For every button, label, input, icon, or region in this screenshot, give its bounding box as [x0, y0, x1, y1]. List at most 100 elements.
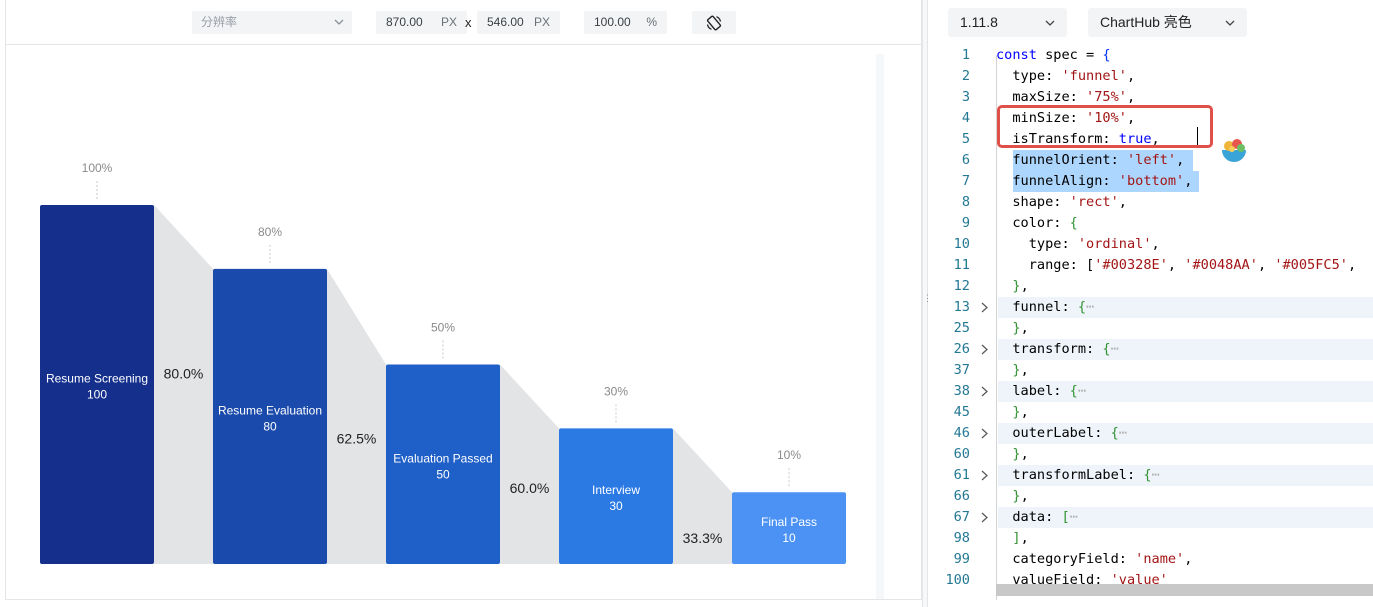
code-line[interactable]: 37 }, — [928, 360, 1373, 381]
transform-label: 62.5% — [337, 430, 377, 446]
drag-handle-icon: ⋮ — [923, 293, 932, 303]
code-text: isTransform: true, — [996, 131, 1160, 147]
funnel-category-label: Resume Screening — [46, 372, 148, 386]
resolution-placeholder: 分辨率 — [201, 15, 238, 29]
code-line[interactable]: 11 range: ['#00328E', '#0048AA', '#005FC… — [928, 255, 1373, 276]
code-text: shape: 'rect', — [996, 194, 1127, 210]
editor-horizontal-scrollbar[interactable] — [996, 584, 1373, 596]
chevron-down-icon — [1045, 20, 1055, 26]
funnel-value-label: 80 — [263, 419, 277, 433]
line-number: 13 — [953, 299, 970, 315]
code-text: color: { — [996, 215, 1078, 231]
code-text: label: {⋯ — [996, 383, 1087, 399]
funnel-category-label: Final Pass — [761, 515, 817, 529]
code-line[interactable]: 6 funnelOrient: 'left', — [928, 150, 1373, 171]
code-line[interactable]: 46 outerLabel: {⋯ — [928, 423, 1373, 444]
code-line[interactable]: 25 }, — [928, 318, 1373, 339]
code-line[interactable]: 13 funnel: {⋯ — [928, 297, 1373, 318]
chevron-right-icon[interactable] — [979, 297, 991, 318]
line-number: 38 — [953, 383, 970, 399]
code-line[interactable]: 4 minSize: '10%', — [928, 108, 1373, 129]
chevron-down-icon — [334, 19, 344, 25]
funnel-transform-3 — [500, 364, 559, 564]
code-line[interactable]: 98 ], — [928, 528, 1373, 549]
highlight-annotation — [997, 105, 1213, 148]
chevron-right-icon[interactable] — [979, 423, 991, 444]
line-number: 7 — [961, 173, 970, 189]
code-line[interactable]: 3 maxSize: '75%', — [928, 87, 1373, 108]
chevron-right-icon[interactable] — [979, 507, 991, 528]
line-number: 46 — [953, 425, 970, 441]
code-line[interactable]: 1 const spec = { — [928, 45, 1373, 66]
code-line[interactable]: 5 isTransform: true, — [928, 129, 1373, 150]
text-cursor — [1197, 127, 1198, 145]
code-line[interactable]: 7 funnelAlign: 'bottom', — [928, 171, 1373, 192]
line-number: 25 — [953, 320, 970, 336]
code-line[interactable]: 26 transform: {⋯ — [928, 339, 1373, 360]
preview-scrollbar[interactable] — [876, 54, 884, 599]
chevron-right-icon[interactable] — [979, 465, 991, 486]
chevron-right-icon[interactable] — [979, 339, 991, 360]
code-line[interactable]: 60 }, — [928, 444, 1373, 465]
chevron-right-icon[interactable] — [979, 381, 991, 402]
code-text: type: 'ordinal', — [996, 236, 1160, 252]
code-line[interactable]: 2 type: 'funnel', — [928, 66, 1373, 87]
line-number: 2 — [961, 68, 970, 84]
line-number: 3 — [961, 89, 970, 105]
funnel-transform-1 — [154, 205, 213, 564]
funnel-category-label: Evaluation Passed — [393, 451, 492, 465]
code-line[interactable]: 45 }, — [928, 402, 1373, 423]
code-text: transform: {⋯ — [996, 341, 1119, 357]
outer-label: 50% — [431, 321, 455, 335]
code-text: }, — [1012, 278, 1029, 294]
text-selection — [1013, 150, 1193, 171]
code-line[interactable]: 12 }, — [928, 276, 1373, 297]
code-line[interactable]: 66 }, — [928, 486, 1373, 507]
funnel-bar-5 — [732, 492, 846, 564]
width-input[interactable]: 870.00 PX — [376, 11, 467, 34]
code-text: }, — [1012, 320, 1029, 336]
rotate-button[interactable] — [692, 11, 736, 34]
theme-select[interactable]: ChartHub 亮色 — [1088, 8, 1247, 37]
code-text: funnelOrient: 'left', — [996, 152, 1185, 168]
code-line[interactable]: 38 label: {⋯ — [928, 381, 1373, 402]
line-number: 61 — [953, 467, 970, 483]
code-line[interactable]: 8 shape: 'rect', — [928, 192, 1373, 213]
transform-label: 60.0% — [510, 480, 550, 496]
folded-line-highlight — [998, 507, 1373, 528]
assistant-avatar-icon[interactable] — [1219, 136, 1249, 166]
line-number: 98 — [953, 530, 970, 546]
code-text: outerLabel: {⋯ — [996, 425, 1127, 441]
code-line[interactable]: 67 data: [⋯ — [928, 507, 1373, 528]
code-line[interactable]: 9 color: { — [928, 213, 1373, 234]
resolution-select[interactable]: 分辨率 — [192, 11, 352, 34]
zoom-input[interactable]: 100.00 % — [584, 11, 667, 34]
code-text: ], — [1012, 530, 1029, 546]
width-unit: PX — [440, 15, 457, 29]
line-number: 100 — [945, 572, 970, 588]
rotate-screen-icon — [706, 15, 722, 31]
code-editor[interactable]: 1 const spec = {2 type: 'funnel', 3 maxSiz… — [928, 45, 1373, 607]
height-input[interactable]: 546.00 PX — [477, 11, 560, 34]
pane-splitter[interactable]: ⋮ — [922, 0, 932, 607]
outer-label: 30% — [604, 384, 628, 398]
folded-line-highlight — [998, 297, 1373, 318]
code-line[interactable]: 10 type: 'ordinal', — [928, 234, 1373, 255]
folded-line-highlight — [998, 465, 1373, 486]
code-text: }, — [1012, 488, 1029, 504]
editor-pane: 1.11.8 ChartHub 亮色 1 const spec = {2 type… — [928, 0, 1373, 607]
funnel-bar-3 — [386, 364, 500, 564]
line-number: 45 — [953, 404, 970, 420]
line-number: 99 — [953, 551, 970, 567]
version-select[interactable]: 1.11.8 — [948, 8, 1067, 37]
code-text: range: ['#00328E', '#0048AA', '#005FC5', — [996, 257, 1357, 273]
code-line[interactable]: 61 transformLabel: {⋯ — [928, 465, 1373, 486]
outer-label: 10% — [777, 448, 801, 462]
funnel-value-label: 10 — [782, 531, 796, 545]
line-number: 66 — [953, 488, 970, 504]
line-number: 9 — [961, 215, 970, 231]
code-text: maxSize: '75%', — [996, 89, 1136, 105]
line-number: 10 — [953, 236, 970, 252]
funnel-value-label: 50 — [436, 467, 450, 481]
code-line[interactable]: 99 categoryField: 'name', — [928, 549, 1373, 570]
